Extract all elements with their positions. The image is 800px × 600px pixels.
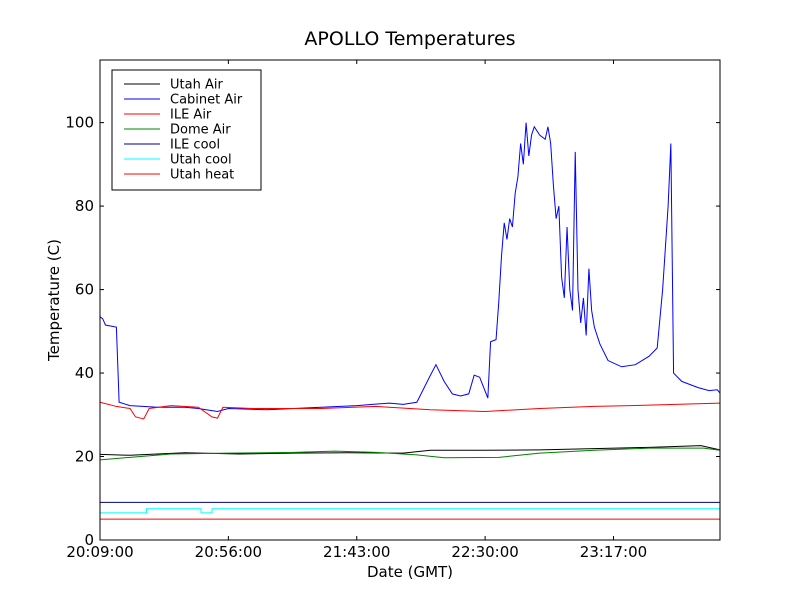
series-line-utah-cool [100,508,720,514]
legend-label: Utah Air [170,78,223,93]
legend-label: Utah heat [170,168,234,183]
chart-title: APOLLO Temperatures [304,28,515,50]
x-tick-label: 22:30:00 [451,543,518,561]
plot-frame [99,59,721,541]
y-tick-label: 20 [75,448,94,466]
legend-label: Utah cool [170,153,232,168]
x-tick-label: 20:56:00 [195,543,262,561]
x-tick-label: 23:17:00 [580,543,647,561]
legend-label: ILE Air [170,108,212,123]
series-line-ile-air [99,401,721,420]
series-layer [99,122,721,520]
legend-box [111,69,262,191]
y-tick-label: 40 [75,364,94,382]
y-tick-label: 80 [75,197,94,215]
y-tick-label: 60 [75,281,94,299]
legend-label: Dome Air [170,123,231,138]
x-tick-label: 20:09:00 [66,543,133,561]
legend-label: Cabinet Air [170,93,243,108]
series-line-dome-air [99,447,721,461]
y-axis-label: Temperature (C) [45,239,63,362]
legend-label: ILE cool [170,138,220,153]
x-tick-label: 21:43:00 [323,543,390,561]
series-line-utah-air [99,445,721,456]
x-axis-label: Date (GMT) [367,563,453,581]
y-tick-label: 100 [65,114,94,132]
series-line-cabinet-air [99,122,721,412]
y-tick-label: 0 [84,531,94,549]
tick-layer: 0 20 40 60 80 100 20:09:00 20:56:00 21:43:00 22:3… [65,60,720,561]
